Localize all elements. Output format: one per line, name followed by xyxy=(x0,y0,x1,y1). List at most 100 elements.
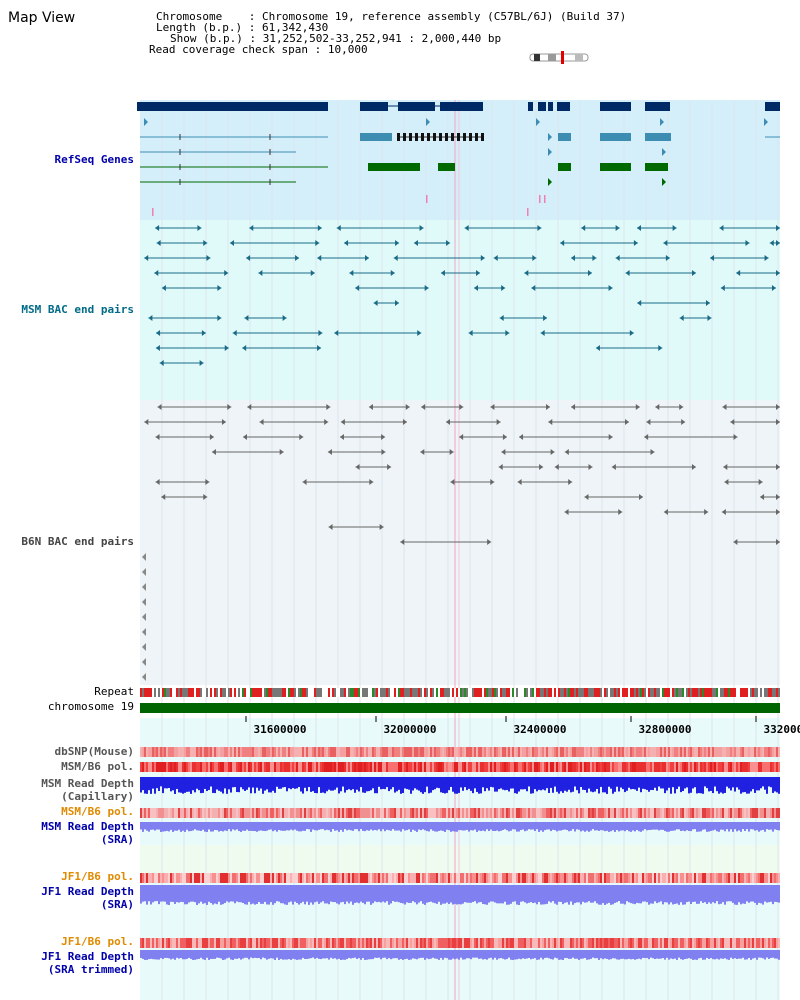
msm-bac-pair-end xyxy=(636,225,641,231)
polymorphism-bin xyxy=(442,808,444,818)
b6n-bac-pair-end xyxy=(760,494,765,500)
polymorphism-bin xyxy=(626,747,628,757)
b6n-bac-pair-end xyxy=(221,419,226,425)
polymorphism-bin xyxy=(470,747,472,757)
read-depth-bin xyxy=(316,885,318,902)
read-depth-bin xyxy=(200,950,202,958)
repeat-element xyxy=(430,688,432,697)
msm-bac-label[interactable]: MSM BAC end pairs xyxy=(21,303,134,316)
polymorphism-bin xyxy=(498,747,500,757)
read-depth-bin xyxy=(474,950,476,958)
polymorphism-bin xyxy=(772,938,774,948)
read-depth-bin xyxy=(642,822,644,831)
polymorphism-bin xyxy=(552,938,554,948)
polymorphism-bin xyxy=(428,873,430,883)
b6n-bac-label[interactable]: B6N BAC end pairs xyxy=(21,535,134,548)
repeat-element xyxy=(552,688,554,697)
repeat-element xyxy=(758,688,760,697)
polymorphism-bin xyxy=(604,808,606,818)
read-depth-bin xyxy=(580,777,582,788)
ideogram-position-marker xyxy=(561,51,564,64)
repeat-element xyxy=(670,688,672,697)
polymorphism-bin xyxy=(222,808,224,818)
polymorphism-bin xyxy=(246,762,248,772)
msm-b6-pol-label[interactable]: MSM/B6 pol. xyxy=(61,760,134,773)
read-depth-bin xyxy=(494,885,496,903)
read-depth-bin xyxy=(660,950,662,959)
polymorphism-bin xyxy=(768,747,770,757)
polymorphism-bin xyxy=(762,873,764,883)
read-depth-bin xyxy=(254,950,256,958)
read-depth-bin xyxy=(392,822,394,830)
polymorphism-bin xyxy=(296,747,298,757)
dbsnp-label[interactable]: dbSNP(Mouse) xyxy=(54,745,134,758)
read-depth-bin xyxy=(698,885,700,904)
jf1-b6-pol-2-label[interactable]: JF1/B6 pol. xyxy=(61,935,134,948)
polymorphism-bin xyxy=(272,762,274,772)
polymorphism-bin xyxy=(300,808,302,818)
read-depth-bin xyxy=(428,777,430,794)
polymorphism-bin xyxy=(152,873,154,883)
polymorphism-bin xyxy=(300,873,302,883)
read-depth-bin xyxy=(764,822,766,832)
polymorphism-bin xyxy=(536,747,538,757)
jf1-depth-trim-label[interactable]: JF1 Read Depth xyxy=(41,950,134,963)
polymorphism-bin xyxy=(624,762,626,772)
read-depth-bin xyxy=(438,777,440,789)
polymorphism-bin xyxy=(388,747,390,757)
read-depth-bin xyxy=(228,950,230,958)
read-depth-bin xyxy=(692,777,694,789)
read-depth-bin xyxy=(416,777,418,790)
read-depth-bin xyxy=(474,822,476,830)
polymorphism-bin xyxy=(614,762,616,772)
read-depth-bin xyxy=(546,822,548,830)
read-depth-bin xyxy=(746,950,748,960)
refseq-genes-label[interactable]: RefSeq Genes xyxy=(54,153,134,166)
repeat-element xyxy=(372,688,374,697)
read-depth-bin xyxy=(666,950,668,958)
polymorphism-bin xyxy=(298,873,300,883)
read-depth-bin xyxy=(320,885,322,903)
polymorphism-bin xyxy=(624,747,626,757)
refseq-gene-block xyxy=(137,102,328,111)
polymorphism-bin xyxy=(356,762,358,772)
read-depth-bin xyxy=(740,950,742,959)
polymorphism-bin xyxy=(674,747,676,757)
polymorphism-bin xyxy=(474,747,476,757)
msm-b6-pol-2-label[interactable]: MSM/B6 pol. xyxy=(61,805,134,818)
msm-bac-pair-end xyxy=(242,345,247,351)
b6n-bac-pair-end xyxy=(679,404,684,410)
polymorphism-bin xyxy=(220,762,222,772)
msm-bac-pair-end xyxy=(505,330,510,336)
read-depth-bin xyxy=(476,950,478,958)
axis-tick-label: 33200000 xyxy=(764,723,800,736)
read-depth-bin xyxy=(206,950,208,958)
polymorphism-bin xyxy=(636,873,638,883)
read-depth-bin xyxy=(666,777,668,791)
read-depth-bin xyxy=(618,822,620,832)
read-depth-bin xyxy=(586,885,588,903)
repeat-element xyxy=(266,688,268,697)
b6n-bac-pair-end xyxy=(618,509,623,515)
polymorphism-bin xyxy=(242,873,244,883)
read-depth-bin xyxy=(504,950,506,960)
polymorphism-bin xyxy=(484,762,486,772)
read-depth-bin xyxy=(382,777,384,789)
msm-bac-pair-end xyxy=(608,285,613,291)
read-depth-bin xyxy=(548,885,550,902)
msm-depth-cap-label[interactable]: MSM Read Depth xyxy=(41,777,134,790)
msm-depth-sra-label[interactable]: MSM Read Depth xyxy=(41,820,134,833)
read-depth-bin xyxy=(570,777,572,793)
read-depth-bin xyxy=(258,885,260,903)
read-depth-bin xyxy=(384,950,386,958)
repeat-element xyxy=(342,688,344,697)
read-depth-bin xyxy=(312,950,314,958)
jf1-depth-sra-label[interactable]: JF1 Read Depth xyxy=(41,885,134,898)
jf1-b6-pol-label[interactable]: JF1/B6 pol. xyxy=(61,870,134,883)
polymorphism-bin xyxy=(416,873,418,883)
b6n-bac-pair-end xyxy=(324,419,329,425)
read-depth-bin xyxy=(658,777,660,787)
read-depth-bin xyxy=(704,885,706,903)
read-depth-bin xyxy=(492,822,494,831)
